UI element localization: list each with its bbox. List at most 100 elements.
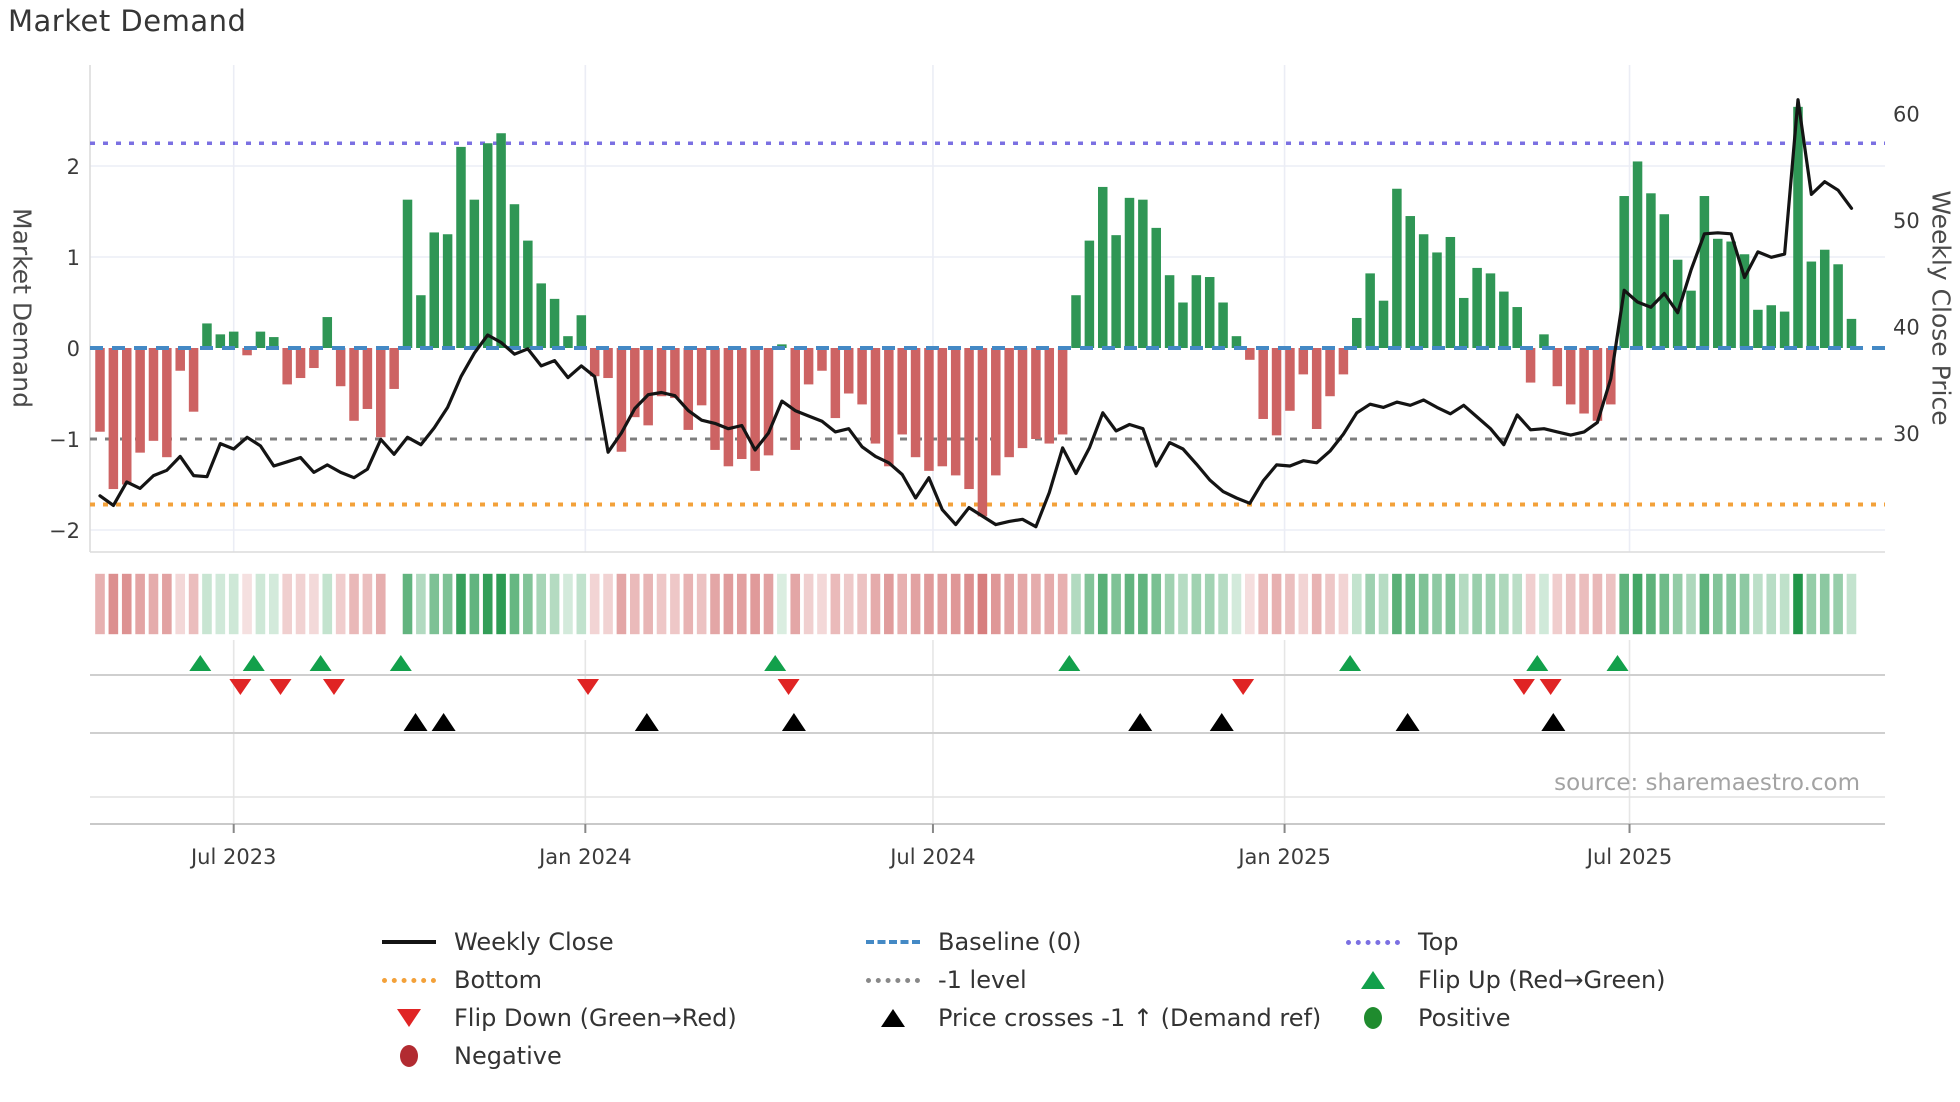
- heatmap-cell: [641, 572, 655, 636]
- demand-bar-positive: [1539, 334, 1549, 348]
- demand-bar-positive: [228, 331, 239, 348]
- legend-label-price-cross: Price crosses -1 ↑ (Demand ref): [938, 1004, 1322, 1032]
- heatmap-cell: [534, 572, 548, 636]
- heatmap-cell: [1457, 572, 1471, 636]
- demand-bar-positive: [1458, 297, 1469, 348]
- demand-bar-negative: [349, 348, 359, 421]
- demand-bar-positive: [1766, 305, 1776, 348]
- demand-bar-positive: [1218, 302, 1228, 348]
- demand-bar-positive: [1485, 273, 1496, 348]
- demand-bar-negative: [1325, 348, 1335, 397]
- demand-bar-negative: [790, 348, 800, 450]
- x-tick-label: Jan 2025: [1236, 845, 1331, 869]
- flip-down-marker: [1232, 679, 1255, 695]
- demand-bar-positive: [322, 317, 333, 348]
- heatmap-cell: [775, 572, 789, 636]
- demand-bar-negative: [376, 348, 386, 438]
- flip-up-marker: [242, 655, 265, 671]
- y-tick-label-right: 40: [1893, 316, 1920, 340]
- x-tick-label: Jul 2023: [189, 845, 276, 869]
- demand-bar-positive: [1124, 197, 1135, 348]
- heatmap-cell: [267, 572, 281, 636]
- demand-bar-positive: [1699, 196, 1710, 348]
- price-cross-marker: [431, 713, 456, 731]
- demand-bar-negative: [1004, 348, 1014, 458]
- price-cross-marker: [1395, 713, 1420, 731]
- heatmap-cell: [147, 572, 160, 636]
- flip-down-marker: [777, 679, 800, 695]
- heatmap-cell: [788, 572, 802, 636]
- heatmap-cell: [1791, 572, 1805, 636]
- demand-bar-negative: [656, 348, 667, 397]
- flip-down-marker: [322, 679, 345, 695]
- heatmap-cell: [334, 572, 348, 636]
- demand-bar-negative: [1017, 348, 1028, 449]
- demand-bar-positive: [1846, 318, 1857, 348]
- heatmap-cell: [976, 572, 989, 636]
- demand-bar-positive: [549, 298, 560, 348]
- y-tick-label-right: 50: [1893, 209, 1920, 233]
- heatmap-cell: [320, 572, 334, 636]
- demand-bar-positive: [563, 336, 573, 348]
- heatmap-cell: [1417, 572, 1431, 636]
- heatmap-cell: [294, 572, 307, 636]
- heatmap-cell: [454, 572, 468, 636]
- heatmap-cell: [574, 572, 588, 636]
- heatmap-cell: [708, 572, 722, 636]
- heatmap-cell: [935, 572, 949, 636]
- demand-bar-positive: [1098, 186, 1108, 348]
- demand-bar-positive: [1164, 275, 1175, 348]
- demand-bar-negative: [1552, 348, 1563, 387]
- flip-up-marker: [764, 655, 787, 671]
- demand-bar-negative: [737, 348, 747, 460]
- heatmap-cell: [628, 572, 642, 636]
- demand-bar-positive: [1646, 193, 1656, 348]
- heatmap-cell: [1470, 572, 1484, 636]
- heatmap-cell: [1724, 572, 1738, 636]
- demand-bar-negative: [1338, 348, 1349, 375]
- demand-bar-negative: [295, 348, 306, 379]
- flip-down-marker: [1512, 679, 1535, 695]
- heatmap-cell: [828, 572, 842, 636]
- source-credit: source: sharemaestro.com: [1554, 770, 1860, 796]
- heatmap-cell: [922, 572, 936, 636]
- heatmap-cell: [561, 572, 575, 636]
- demand-bar-negative: [1245, 348, 1255, 360]
- heatmap-cell: [1377, 572, 1390, 636]
- heatmap-cell: [187, 572, 200, 636]
- demand-bar-positive: [1204, 277, 1215, 348]
- legend-label-flip-up: Flip Up (Red→Green): [1418, 966, 1666, 994]
- heatmap-cell: [1711, 572, 1725, 636]
- heatmap-cell: [1296, 572, 1310, 636]
- demand-bar-negative: [1285, 348, 1295, 411]
- demand-bar-positive: [202, 323, 212, 348]
- legend-item-top: Top: [1342, 925, 1459, 959]
- heatmap-cell: [548, 572, 561, 636]
- demand-bar-positive: [496, 133, 506, 348]
- heatmap-cell: [735, 572, 749, 636]
- demand-bar-negative: [964, 348, 974, 490]
- demand-bar-negative: [95, 348, 105, 432]
- heatmap-cell: [1042, 572, 1056, 636]
- heatmap-cell: [508, 572, 521, 636]
- demand-bar-negative: [162, 348, 172, 458]
- heatmap-cell: [173, 572, 187, 636]
- heatmap-cell: [1430, 572, 1444, 636]
- demand-bar-negative: [763, 348, 774, 456]
- demand-bar-negative: [1031, 348, 1041, 439]
- heatmap-cell: [681, 572, 695, 636]
- y-tick-label-right: 30: [1893, 422, 1920, 446]
- heatmap-cell: [1550, 572, 1564, 636]
- demand-bar-negative: [1311, 348, 1322, 429]
- heatmap-cell: [909, 572, 922, 636]
- heatmap-cell: [1657, 572, 1671, 636]
- flip-up-icon: [1342, 971, 1404, 989]
- heatmap-cell: [1537, 572, 1551, 636]
- heatmap-cell: [1069, 572, 1083, 636]
- demand-bar-negative: [1044, 348, 1055, 444]
- heatmap-cell: [1604, 572, 1618, 636]
- flip-up-marker: [1526, 655, 1549, 671]
- heatmap-cell: [1443, 572, 1457, 636]
- demand-bar-negative: [750, 348, 760, 471]
